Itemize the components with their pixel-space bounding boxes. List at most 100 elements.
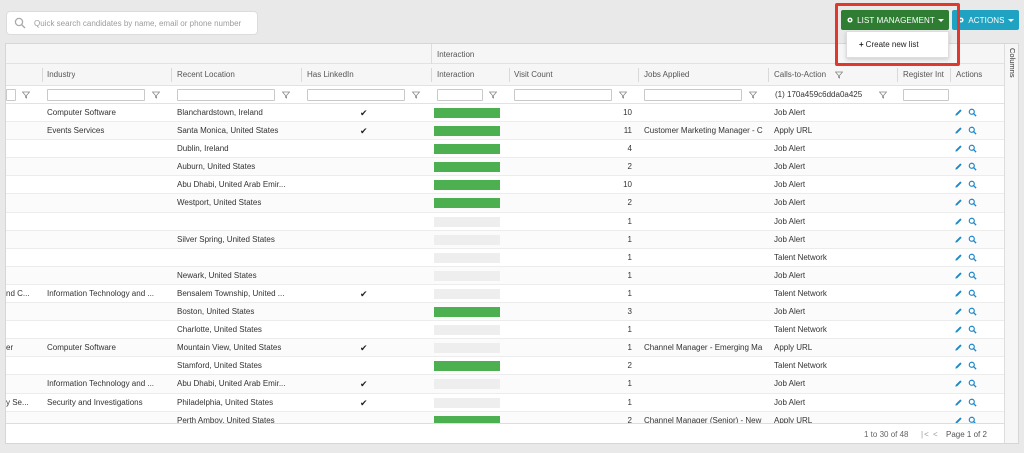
edit-pencil-icon[interactable]	[954, 398, 963, 407]
filter-input-name[interactable]	[6, 89, 16, 101]
edit-pencil-icon[interactable]	[954, 253, 963, 262]
edit-pencil-icon[interactable]	[954, 235, 963, 244]
edit-pencil-icon[interactable]	[954, 361, 963, 370]
table-row[interactable]: Information Technology and ... Abu Dhabi,…	[6, 375, 1004, 394]
cell-name: nd C...	[6, 288, 30, 298]
view-magnifier-icon[interactable]	[968, 398, 977, 407]
column-header-recent-location[interactable]: Recent Location	[177, 70, 235, 79]
filter-icon[interactable]	[152, 91, 160, 99]
edit-pencil-icon[interactable]	[954, 307, 963, 316]
table-row[interactable]: er Computer Software Mountain View, United…	[6, 339, 1004, 358]
edit-pencil-icon[interactable]	[954, 126, 963, 135]
table-row[interactable]: Auburn, United States 2 Job Alert	[6, 158, 1004, 177]
table-row[interactable]: 1 Talent Network	[6, 249, 1004, 267]
row-actions	[954, 144, 977, 153]
cell-calls-to-action: Job Alert	[774, 397, 806, 407]
table-row[interactable]: Computer Software Blanchardstown, Ireland…	[6, 104, 1004, 123]
quick-search-box[interactable]	[6, 11, 258, 35]
edit-pencil-icon[interactable]	[954, 144, 963, 153]
columns-tab-label[interactable]: Columns	[1008, 48, 1017, 78]
edit-pencil-icon[interactable]	[954, 180, 963, 189]
row-actions	[954, 307, 977, 316]
cell-visit-count: 2	[627, 198, 632, 208]
edit-pencil-icon[interactable]	[954, 198, 963, 207]
edit-pencil-icon[interactable]	[954, 271, 963, 280]
view-magnifier-icon[interactable]	[968, 180, 977, 189]
view-magnifier-icon[interactable]	[968, 325, 977, 334]
view-magnifier-icon[interactable]	[968, 198, 977, 208]
cell-location: Charlotte, United States	[177, 325, 262, 335]
column-header-register-interest[interactable]: Register Int	[903, 70, 944, 79]
edit-pencil-icon[interactable]	[954, 343, 963, 352]
table-row[interactable]: Charlotte, United States 1 Talent Network	[6, 321, 1004, 340]
table-row[interactable]: Newark, United States 1 Job Alert	[6, 266, 1004, 285]
edit-pencil-icon[interactable]	[954, 289, 963, 298]
caret-down-icon	[1007, 18, 1014, 22]
filter-input-register-interest[interactable]	[903, 89, 949, 101]
page-first-icon[interactable]: |< <	[921, 430, 939, 439]
view-magnifier-icon[interactable]	[968, 217, 977, 226]
column-header-interaction[interactable]: Interaction	[437, 70, 475, 79]
view-magnifier-icon[interactable]	[968, 235, 977, 244]
view-magnifier-icon[interactable]	[968, 162, 977, 171]
columns-side-panel[interactable]: Columns	[1004, 44, 1018, 443]
filter-input-jobs-applied[interactable]	[644, 89, 742, 101]
view-magnifier-icon[interactable]	[968, 307, 977, 316]
table-row[interactable]: Westport, United States 2 Job Alert	[6, 194, 1004, 213]
actions-button[interactable]: ACTIONS	[952, 10, 1019, 30]
filter-icon[interactable]	[835, 71, 843, 79]
filter-input-visit-count[interactable]	[514, 89, 612, 101]
table-row[interactable]: Silver Spring, United States 1 Job Alert	[6, 230, 1004, 249]
row-actions	[954, 235, 977, 244]
view-magnifier-icon[interactable]	[968, 126, 977, 135]
filter-input-industry[interactable]	[47, 89, 145, 101]
view-magnifier-icon[interactable]	[968, 343, 977, 352]
list-management-button[interactable]: LIST MANAGEMENT	[841, 10, 949, 30]
table-row[interactable]: 1 Job Alert	[6, 213, 1004, 231]
filter-icon[interactable]	[412, 91, 420, 99]
column-header-industry[interactable]: Industry	[47, 70, 76, 79]
table-row[interactable]: Boston, United States 3 Job Alert	[6, 303, 1004, 322]
column-header-has-linkedin[interactable]: Has LinkedIn	[307, 70, 354, 79]
filter-input-location[interactable]	[177, 89, 275, 101]
view-magnifier-icon[interactable]	[968, 379, 977, 388]
filter-value-calls-to-action[interactable]: (1) 170a459c6dda0a425	[775, 90, 863, 99]
filter-icon[interactable]	[489, 91, 497, 99]
view-magnifier-icon[interactable]	[968, 361, 977, 370]
table-row[interactable]: Events Services Santa Monica, United Stat…	[6, 122, 1004, 141]
interaction-bar	[434, 180, 500, 191]
table-row[interactable]: y Se... Security and Investigations Philad…	[6, 394, 1004, 412]
view-magnifier-icon[interactable]	[968, 253, 977, 262]
view-magnifier-icon[interactable]	[968, 271, 977, 280]
table-row[interactable]: Abu Dhabi, United Arab Emir... 10 Job Aler…	[6, 176, 1004, 195]
edit-pencil-icon[interactable]	[954, 162, 963, 171]
edit-pencil-icon[interactable]	[954, 379, 963, 388]
table-row[interactable]: Stamford, United States 2 Talent Network	[6, 357, 1004, 376]
edit-pencil-icon[interactable]	[954, 217, 963, 226]
filter-icon[interactable]	[619, 91, 627, 99]
filter-icon[interactable]	[22, 91, 30, 99]
view-magnifier-icon[interactable]	[968, 108, 977, 117]
gear-icon	[958, 17, 964, 23]
table-row[interactable]: Dublin, Ireland 4 Job Alert	[6, 140, 1004, 159]
edit-pencil-icon[interactable]	[954, 325, 963, 334]
table-row[interactable]: nd C... Information Technology and ... Ben…	[6, 285, 1004, 304]
filter-icon[interactable]	[749, 91, 757, 99]
checkmark-icon: ✔	[360, 108, 368, 118]
filter-input-interaction[interactable]	[437, 89, 483, 101]
edit-pencil-icon[interactable]	[954, 108, 963, 117]
search-input[interactable]	[32, 17, 252, 29]
view-magnifier-icon[interactable]	[968, 289, 977, 298]
interaction-bar	[434, 288, 500, 299]
row-actions	[954, 379, 977, 388]
interaction-bar	[434, 108, 500, 118]
column-header-calls-to-action[interactable]: Calls-to-Action	[774, 70, 827, 79]
edit-pencil-icon[interactable]	[954, 416, 963, 425]
filter-icon[interactable]	[282, 91, 290, 99]
column-header-jobs-applied[interactable]: Jobs Applied	[644, 70, 690, 79]
filter-icon[interactable]	[879, 91, 887, 99]
filter-input-has-linkedin[interactable]	[307, 89, 405, 101]
create-new-list-menu-item[interactable]: + Create new list	[846, 31, 949, 58]
column-header-visit-count[interactable]: Visit Count	[514, 70, 553, 79]
view-magnifier-icon[interactable]	[968, 144, 977, 153]
